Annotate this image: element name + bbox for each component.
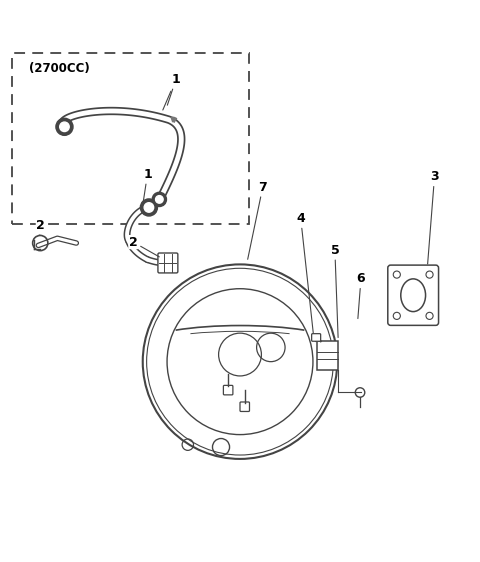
Text: 2: 2 — [129, 235, 159, 257]
Text: (2700CC): (2700CC) — [29, 62, 90, 75]
Circle shape — [60, 122, 69, 132]
Circle shape — [56, 118, 73, 135]
FancyBboxPatch shape — [158, 253, 178, 273]
Circle shape — [156, 196, 163, 203]
FancyBboxPatch shape — [312, 334, 321, 341]
Text: 1: 1 — [168, 73, 180, 105]
Circle shape — [140, 199, 157, 216]
FancyBboxPatch shape — [240, 402, 250, 411]
Text: 4: 4 — [296, 212, 313, 333]
Text: 1: 1 — [163, 73, 180, 110]
Circle shape — [152, 192, 167, 206]
Text: 7: 7 — [248, 180, 267, 259]
Bar — [12, 53, 250, 224]
FancyBboxPatch shape — [388, 265, 439, 325]
Circle shape — [144, 203, 154, 212]
Text: 3: 3 — [428, 170, 439, 264]
Text: 6: 6 — [357, 272, 365, 319]
FancyBboxPatch shape — [317, 341, 338, 370]
Text: 5: 5 — [331, 244, 339, 338]
FancyBboxPatch shape — [223, 386, 233, 395]
Text: 2: 2 — [36, 219, 45, 235]
Text: 1: 1 — [143, 167, 152, 202]
